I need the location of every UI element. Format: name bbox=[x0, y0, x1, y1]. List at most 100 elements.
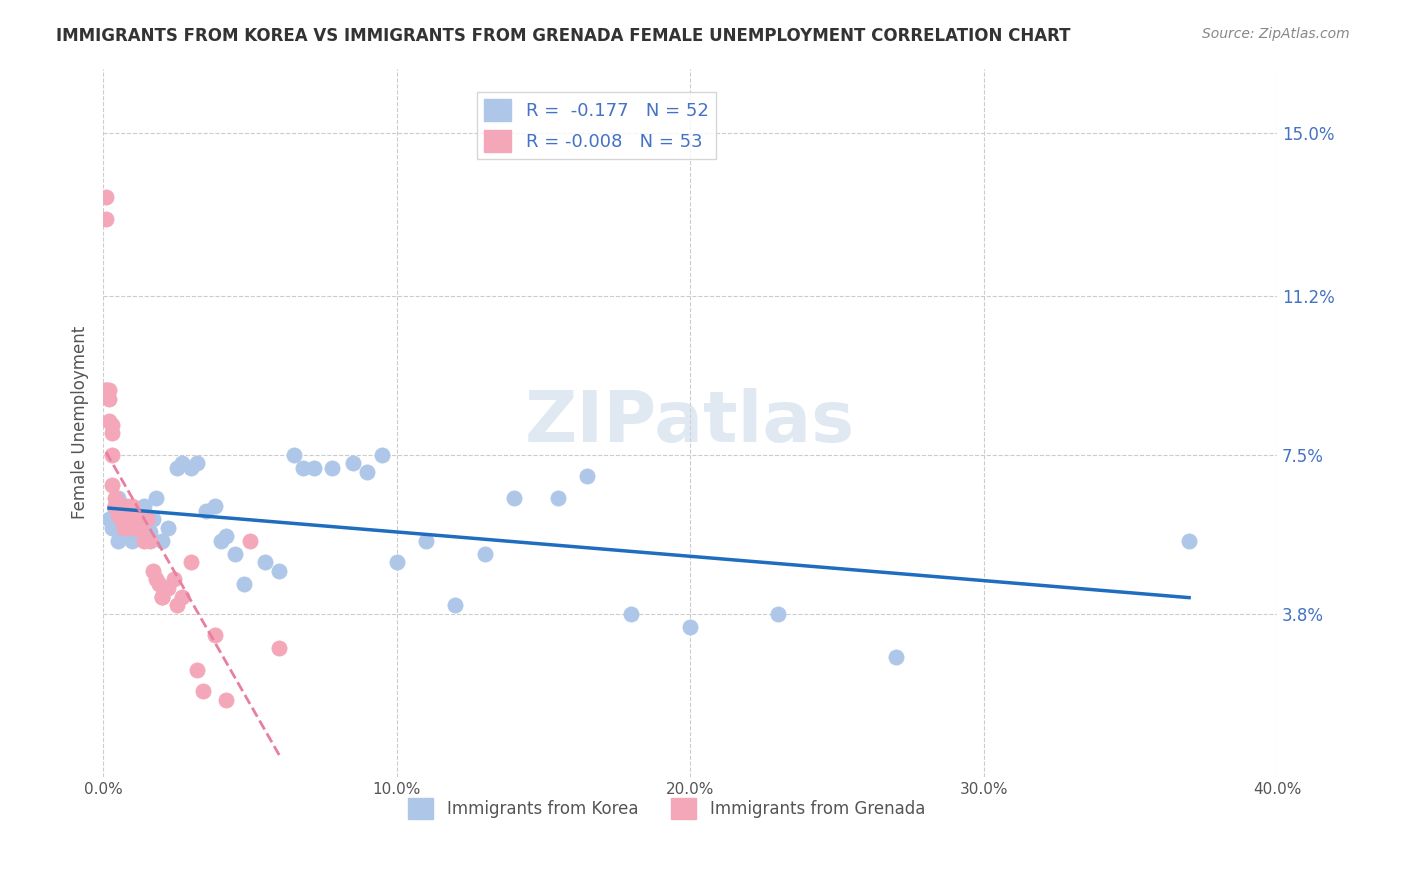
Point bbox=[224, 547, 246, 561]
Point bbox=[145, 573, 167, 587]
Text: IMMIGRANTS FROM KOREA VS IMMIGRANTS FROM GRENADA FEMALE UNEMPLOYMENT CORRELATION: IMMIGRANTS FROM KOREA VS IMMIGRANTS FROM… bbox=[56, 27, 1071, 45]
Point bbox=[110, 500, 132, 514]
Point bbox=[209, 533, 232, 548]
Point bbox=[172, 457, 194, 471]
Point bbox=[180, 555, 202, 569]
Point bbox=[186, 663, 208, 677]
Point bbox=[101, 417, 124, 432]
Point bbox=[150, 590, 173, 604]
Point bbox=[107, 533, 129, 548]
Point bbox=[180, 460, 202, 475]
Point bbox=[118, 512, 141, 526]
Point bbox=[191, 684, 214, 698]
Point bbox=[129, 512, 152, 526]
Point bbox=[283, 448, 305, 462]
Point bbox=[145, 491, 167, 505]
Point bbox=[503, 491, 526, 505]
Point bbox=[356, 465, 378, 479]
Point bbox=[239, 533, 262, 548]
Point bbox=[166, 460, 188, 475]
Point bbox=[304, 460, 326, 475]
Point bbox=[194, 504, 217, 518]
Point bbox=[576, 469, 599, 483]
Point bbox=[107, 491, 129, 505]
Point bbox=[101, 521, 124, 535]
Point bbox=[474, 547, 496, 561]
Text: Source: ZipAtlas.com: Source: ZipAtlas.com bbox=[1202, 27, 1350, 41]
Point bbox=[115, 525, 138, 540]
Point bbox=[104, 500, 127, 514]
Point bbox=[112, 521, 135, 535]
Point bbox=[121, 500, 143, 514]
Point bbox=[98, 413, 121, 427]
Point bbox=[269, 641, 291, 656]
Point bbox=[172, 590, 194, 604]
Point bbox=[162, 573, 184, 587]
Point bbox=[94, 384, 117, 398]
Point bbox=[253, 555, 276, 569]
Point bbox=[139, 525, 162, 540]
Point bbox=[139, 533, 162, 548]
Point bbox=[142, 512, 165, 526]
Point bbox=[150, 533, 173, 548]
Point bbox=[166, 598, 188, 612]
Point bbox=[110, 512, 132, 526]
Point bbox=[104, 500, 127, 514]
Point bbox=[107, 504, 129, 518]
Point bbox=[107, 504, 129, 518]
Point bbox=[104, 491, 127, 505]
Point bbox=[107, 508, 129, 522]
Text: ZIPatlas: ZIPatlas bbox=[524, 388, 855, 458]
Point bbox=[679, 619, 702, 633]
Point bbox=[115, 500, 138, 514]
Point bbox=[101, 426, 124, 441]
Point bbox=[121, 512, 143, 526]
Point bbox=[186, 457, 208, 471]
Point bbox=[124, 521, 146, 535]
Point bbox=[204, 500, 226, 514]
Point bbox=[547, 491, 569, 505]
Point bbox=[94, 211, 117, 226]
Point bbox=[134, 500, 156, 514]
Point bbox=[98, 384, 121, 398]
Point bbox=[98, 392, 121, 406]
Point bbox=[121, 521, 143, 535]
Point bbox=[112, 512, 135, 526]
Point bbox=[94, 190, 117, 204]
Point bbox=[153, 581, 176, 595]
Point bbox=[127, 504, 149, 518]
Point bbox=[215, 529, 238, 543]
Point bbox=[233, 576, 256, 591]
Point bbox=[415, 533, 437, 548]
Point bbox=[136, 521, 159, 535]
Point bbox=[136, 512, 159, 526]
Point bbox=[269, 564, 291, 578]
Point bbox=[385, 555, 408, 569]
Point bbox=[291, 460, 314, 475]
Point bbox=[98, 512, 121, 526]
Point bbox=[127, 512, 149, 526]
Point bbox=[124, 521, 146, 535]
Point bbox=[1178, 533, 1201, 548]
Point bbox=[134, 533, 156, 548]
Point bbox=[115, 504, 138, 518]
Point bbox=[118, 504, 141, 518]
Point bbox=[110, 504, 132, 518]
Point bbox=[444, 598, 467, 612]
Point bbox=[124, 529, 146, 543]
Point bbox=[121, 533, 143, 548]
Point bbox=[204, 628, 226, 642]
Point bbox=[321, 460, 343, 475]
Point bbox=[101, 448, 124, 462]
Point bbox=[156, 521, 179, 535]
Point bbox=[148, 576, 170, 591]
Point bbox=[884, 649, 907, 664]
Legend: Immigrants from Korea, Immigrants from Grenada: Immigrants from Korea, Immigrants from G… bbox=[402, 791, 932, 825]
Point bbox=[142, 564, 165, 578]
Point bbox=[766, 607, 789, 621]
Point bbox=[620, 607, 643, 621]
Point bbox=[150, 590, 173, 604]
Y-axis label: Female Unemployment: Female Unemployment bbox=[72, 326, 89, 519]
Point bbox=[94, 384, 117, 398]
Point bbox=[129, 521, 152, 535]
